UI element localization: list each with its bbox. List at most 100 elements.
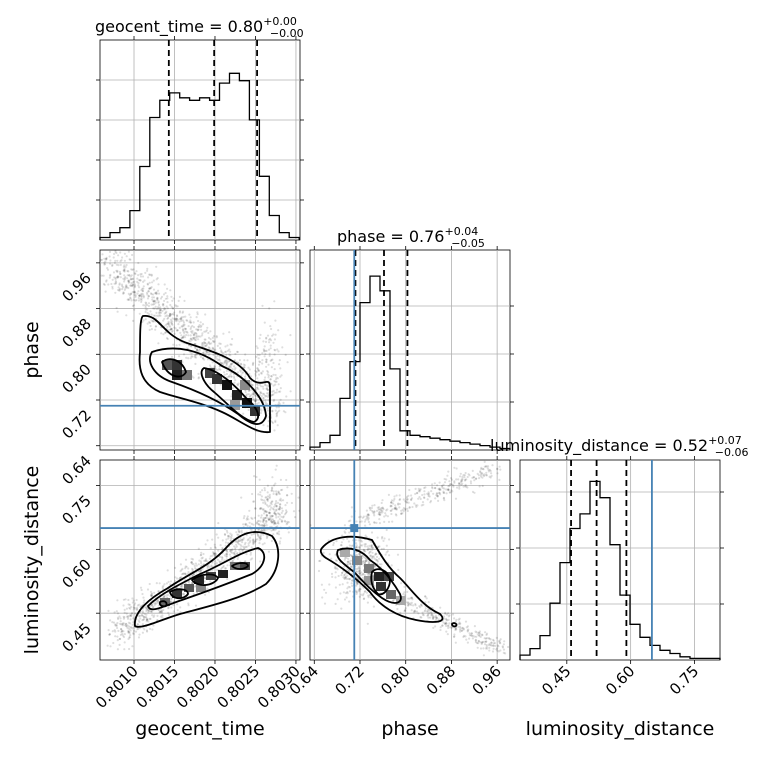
scatter-point <box>368 562 371 565</box>
scatter-point <box>243 548 246 551</box>
scatter-point <box>197 319 200 323</box>
y-tick-label-luminosity-distance: 0.75 <box>58 492 94 528</box>
scatter-point <box>161 587 164 590</box>
scatter-point <box>286 522 289 525</box>
scatter-point <box>348 586 351 589</box>
scatter-point <box>257 523 260 526</box>
scatter-point <box>115 610 118 613</box>
scatter-point <box>206 326 209 329</box>
scatter-point <box>271 420 274 423</box>
scatter-point <box>139 293 143 296</box>
scatter-point <box>114 630 117 633</box>
scatter-point <box>252 532 255 536</box>
scatter-point <box>165 596 168 599</box>
scatter-point <box>237 539 240 543</box>
scatter-point <box>152 296 156 299</box>
scatter-point <box>341 571 344 574</box>
scatter-point <box>265 514 268 517</box>
scatter-point <box>404 500 407 503</box>
scatter-point <box>181 567 184 571</box>
scatter-point <box>435 616 438 619</box>
scatter-point <box>252 393 255 396</box>
scatter-point <box>478 630 481 633</box>
scatter-point <box>125 615 128 618</box>
scatter-point <box>342 576 345 579</box>
scatter-point <box>330 572 334 576</box>
scatter-point <box>128 274 131 277</box>
scatter-point <box>197 570 201 573</box>
scatter-point <box>221 558 224 561</box>
scatter-point <box>157 315 160 318</box>
scatter-point <box>206 560 209 563</box>
scatter-point <box>152 320 155 323</box>
scatter-point <box>206 565 209 568</box>
scatter-point <box>236 557 239 561</box>
scatter-point <box>225 363 228 366</box>
scatter-point <box>248 525 252 528</box>
scatter-point <box>271 514 274 518</box>
scatter-point <box>128 606 131 610</box>
scatter-point <box>488 468 491 471</box>
scatter-point <box>378 518 381 521</box>
scatter-point <box>262 392 265 395</box>
scatter-point <box>184 572 187 575</box>
scatter-point <box>458 481 461 485</box>
scatter-point <box>450 483 453 486</box>
scatter-point <box>167 315 170 318</box>
scatter-point <box>123 633 126 636</box>
scatter-point <box>166 325 169 328</box>
scatter-point <box>257 519 260 522</box>
scatter-point <box>213 340 216 343</box>
scatter-point <box>192 573 195 576</box>
scatter-point <box>466 625 469 628</box>
scatter-point <box>417 497 420 500</box>
scatter-point <box>209 338 212 341</box>
scatter-point <box>256 386 259 389</box>
scatter-point <box>262 397 265 400</box>
scatter-point <box>124 287 127 290</box>
scatter-point <box>158 303 161 307</box>
scatter-point <box>367 520 370 524</box>
scatter-point <box>257 363 261 366</box>
scatter-point <box>485 640 488 643</box>
scatter-point <box>296 484 299 487</box>
scatter-point <box>109 273 112 276</box>
scatter-point <box>191 330 194 333</box>
scatter-point <box>144 301 147 304</box>
scatter-point <box>247 408 250 412</box>
scatter-point <box>272 389 275 392</box>
scatter-point <box>276 521 279 525</box>
scatter-point <box>250 533 253 536</box>
scatter-point <box>501 645 504 648</box>
scatter-point <box>431 614 434 617</box>
scatter-point <box>384 512 387 515</box>
scatter-point <box>244 560 247 563</box>
scatter-point <box>188 320 191 324</box>
scatter-point <box>370 596 373 599</box>
scatter-point <box>111 621 114 624</box>
scatter-point <box>364 556 367 559</box>
scatter-point <box>484 647 487 650</box>
scatter-point <box>261 392 264 395</box>
scatter-point <box>118 283 121 286</box>
scatter-point <box>478 485 481 488</box>
scatter-point <box>340 544 343 547</box>
scatter-point <box>169 328 173 331</box>
scatter-point <box>147 295 150 298</box>
scatter-point <box>453 617 456 620</box>
scatter-point <box>146 311 149 315</box>
scatter-point <box>355 520 358 523</box>
scatter-point <box>279 507 282 510</box>
scatter-point <box>129 258 132 261</box>
scatter-point <box>181 328 184 331</box>
scatter-point <box>248 521 251 524</box>
scatter-point <box>225 362 228 365</box>
scatter-point <box>358 546 361 549</box>
scatter-point <box>237 538 240 541</box>
scatter-point <box>330 557 333 560</box>
scatter-point <box>394 504 397 507</box>
scatter-point <box>266 369 269 373</box>
scatter-point <box>360 573 363 577</box>
scatter-point <box>355 546 358 549</box>
scatter-point <box>226 344 229 347</box>
